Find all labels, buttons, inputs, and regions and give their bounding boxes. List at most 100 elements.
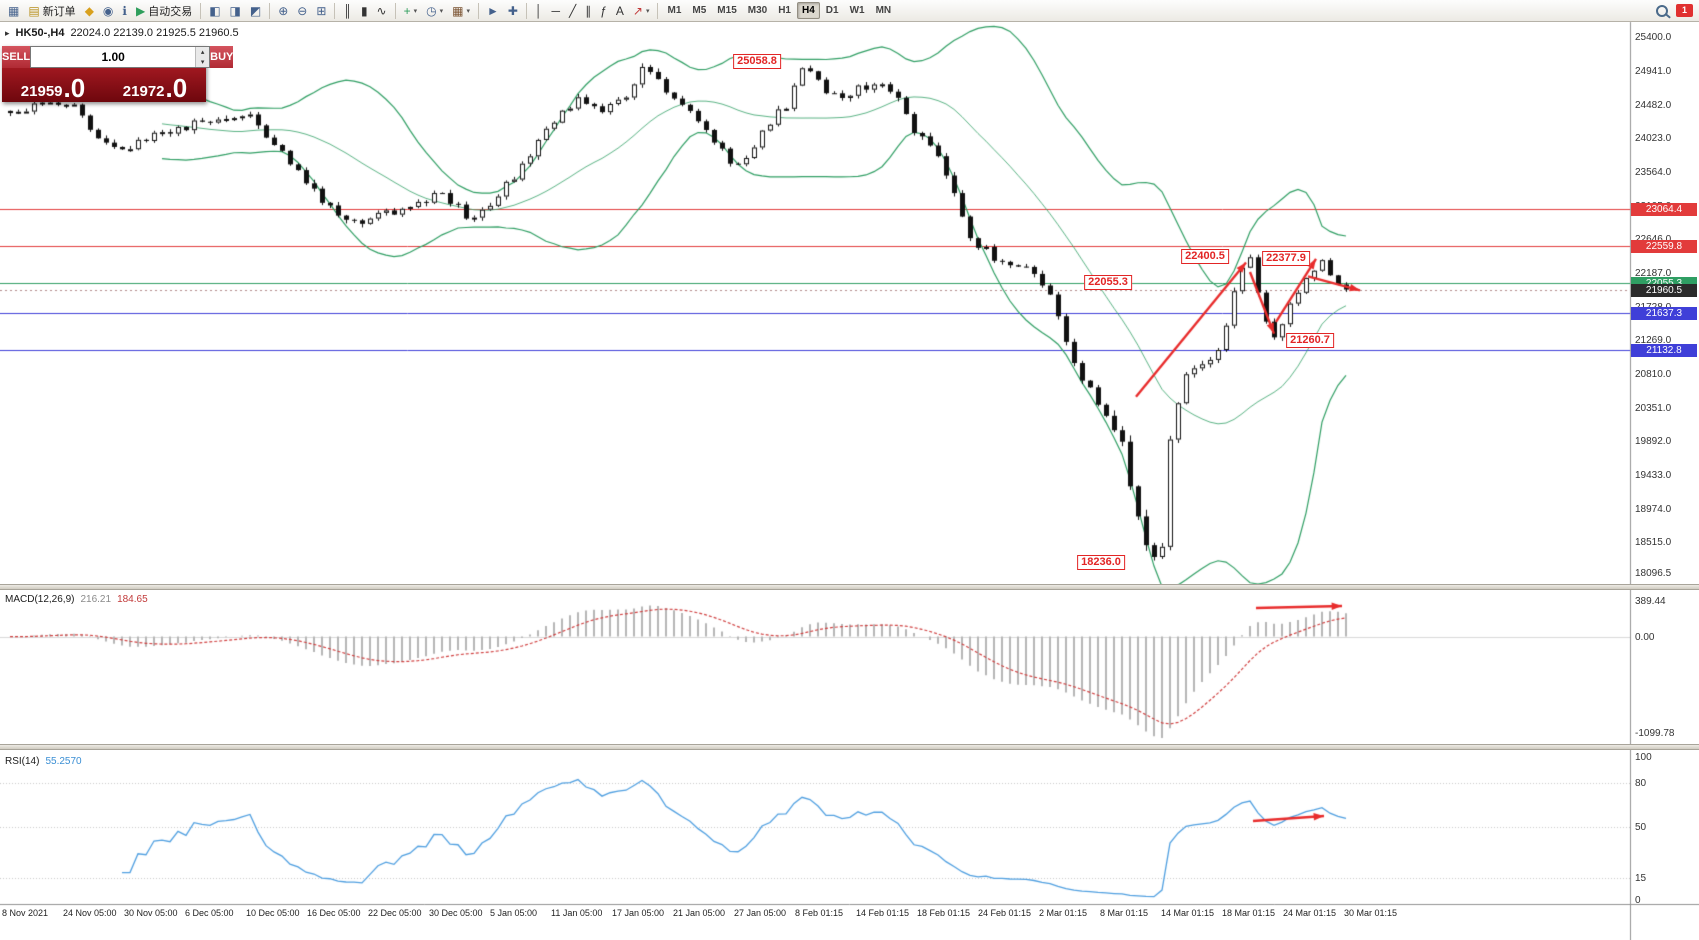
text-button[interactable]: A <box>612 1 628 21</box>
chevron-down-icon: ▾ <box>413 7 418 15</box>
sell-button[interactable]: SELL <box>2 46 31 68</box>
time-axis-label: 5 Jan 05:00 <box>490 908 538 918</box>
chevron-down-icon: ▾ <box>645 7 650 15</box>
price-axis-marker: 21637.3 <box>1631 307 1697 321</box>
dock-left-button[interactable]: ◧ <box>205 1 224 21</box>
timeframe-H4[interactable]: H4 <box>797 2 820 19</box>
trendline-button[interactable]: ╱ <box>565 1 580 21</box>
volume-input[interactable] <box>31 47 196 67</box>
indicators-button[interactable]: + ▾ <box>400 1 422 21</box>
panel-splitter[interactable] <box>0 744 1699 750</box>
new-order-button[interactable]: ▤ 新订单 <box>24 1 79 21</box>
time-axis-label: 14 Mar 01:15 <box>1161 908 1215 918</box>
price-axis-label: 24023.0 <box>1635 133 1672 145</box>
time-axis-label: 24 Nov 05:00 <box>63 908 117 918</box>
rsi-value: 55.2570 <box>45 756 82 767</box>
toolbar-separator <box>525 2 527 19</box>
timeframe-M30[interactable]: M30 <box>747 5 768 16</box>
rsi-label: RSI(14) <box>5 756 40 767</box>
price-annotation-label[interactable]: 21260.7 <box>1286 332 1334 348</box>
auto-trading-button[interactable]: ▶ 自动交易 <box>132 1 196 21</box>
volume-decrease-button[interactable]: ▾ <box>196 57 210 67</box>
buy-button[interactable]: BUY <box>210 46 234 68</box>
time-axis-label: 30 Dec 05:00 <box>429 908 483 918</box>
price-axis-label: 24482.0 <box>1635 99 1672 111</box>
time-axis-label: 6 Dec 05:00 <box>185 908 234 918</box>
chart-symbol-header: ▸ HK50-,H4 22024.0 22139.0 21925.5 21960… <box>5 27 239 39</box>
time-axis-label: 30 Nov 05:00 <box>124 908 178 918</box>
horizontal-line-button[interactable]: ─ <box>547 1 564 21</box>
toolbar-separator <box>269 2 271 19</box>
chevron-down-icon: ▾ <box>439 7 444 15</box>
price-axis-label: 18096.5 <box>1635 567 1672 579</box>
auto-trading-label: 自动交易 <box>148 5 193 18</box>
volume-increase-button[interactable]: ▴ <box>196 47 210 57</box>
macd-signal-value: 184.65 <box>117 594 148 605</box>
timeframe-M1[interactable]: M1 <box>667 5 682 16</box>
symbol-period-label: HK50-,H4 <box>15 27 65 39</box>
timeframe-D1[interactable]: D1 <box>825 5 839 16</box>
price-annotation-label[interactable]: 22400.5 <box>1181 249 1229 265</box>
templates-button[interactable]: ▦ ▾ <box>448 1 474 21</box>
zoom-in-button[interactable]: ⊕ <box>274 1 292 21</box>
dock-right-button[interactable]: ◨ <box>226 1 245 21</box>
accounts-button[interactable]: ◉ <box>99 1 117 21</box>
price-axis-marker: 23064.4 <box>1631 202 1697 216</box>
rsi-axis-label: 15 <box>1635 873 1647 885</box>
tile-windows-button[interactable]: ⊞ <box>312 1 330 21</box>
time-axis-label: 2 Mar 01:15 <box>1039 908 1088 918</box>
price-annotation-label[interactable]: 25058.8 <box>733 54 781 70</box>
arrows-tool-icon: ↗ <box>632 3 643 18</box>
timeframe-H1[interactable]: H1 <box>778 5 791 16</box>
text-icon: A <box>615 3 624 18</box>
notification-badge[interactable]: 1 <box>1676 4 1693 17</box>
time-axis-label: 22 Dec 05:00 <box>368 908 422 918</box>
line-chart-button[interactable]: ∿ <box>373 1 391 21</box>
time-axis-label: 21 Jan 05:00 <box>673 908 726 918</box>
indicators-icon: + <box>403 3 411 18</box>
candlestick-chart-button[interactable]: ▮ <box>357 1 372 21</box>
equidistant-channel-icon: ∥ <box>585 3 592 18</box>
price-annotation-label[interactable]: 22377.9 <box>1262 250 1310 266</box>
periods-button[interactable]: ◷ ▾ <box>422 1 447 21</box>
toolbar-separator <box>334 2 336 19</box>
fibonacci-icon: ƒ <box>600 3 607 18</box>
cursor-button[interactable]: ► <box>483 1 503 21</box>
price-annotation-label[interactable]: 22055.3 <box>1084 274 1132 290</box>
time-axis-label: 18 Feb 01:15 <box>917 908 971 918</box>
dock-left-icon: ◧ <box>209 3 221 18</box>
bar-chart-button[interactable]: ║ <box>339 1 356 21</box>
macd-axis-label: 0.00 <box>1635 631 1655 643</box>
arrows-tool-button[interactable]: ↗ ▾ <box>629 1 654 21</box>
buy-price[interactable]: 21972.0 <box>104 68 206 102</box>
panel-splitter[interactable] <box>0 584 1699 590</box>
sell-price[interactable]: 21959.0 <box>2 68 104 102</box>
new-chart-button[interactable]: ▦ <box>4 1 23 21</box>
buy-price-main: 21972 <box>122 83 165 100</box>
timeframe-M5[interactable]: M5 <box>692 5 707 16</box>
tile-windows-icon: ⊞ <box>316 3 327 18</box>
price-axis-label: 21728.0 <box>1635 302 1671 313</box>
search-icon[interactable] <box>1656 4 1668 17</box>
favorites-button[interactable]: ◆ <box>81 1 98 21</box>
equidistant-channel-button[interactable]: ∥ <box>581 1 595 21</box>
price-annotation-label[interactable]: 18236.0 <box>1077 554 1125 570</box>
zoom-out-button[interactable]: ⊖ <box>293 1 311 21</box>
cascade-windows-button[interactable]: ◩ <box>246 1 265 21</box>
sell-price-frac: .0 <box>63 73 86 103</box>
timeframe-MN[interactable]: MN <box>875 5 892 16</box>
cursor-icon: ► <box>487 3 499 18</box>
chevron-down-icon: ▾ <box>466 7 470 15</box>
info-button[interactable]: ℹ <box>118 1 131 21</box>
crosshair-button[interactable]: ✚ <box>504 1 522 21</box>
macd-main-value: 216.21 <box>80 594 112 605</box>
fibonacci-button[interactable]: ƒ <box>596 1 611 21</box>
timeframe-W1[interactable]: W1 <box>849 5 865 16</box>
vertical-line-button[interactable]: │ <box>531 1 547 21</box>
collapse-caret-icon[interactable]: ▸ <box>5 27 10 38</box>
timeframe-M15[interactable]: M15 <box>717 5 737 16</box>
bar-chart-icon: ║ <box>343 3 352 18</box>
cascade-windows-icon: ◩ <box>249 3 262 18</box>
macd-indicator-header: MACD(12,26,9) 216.21 184.65 <box>5 594 148 605</box>
